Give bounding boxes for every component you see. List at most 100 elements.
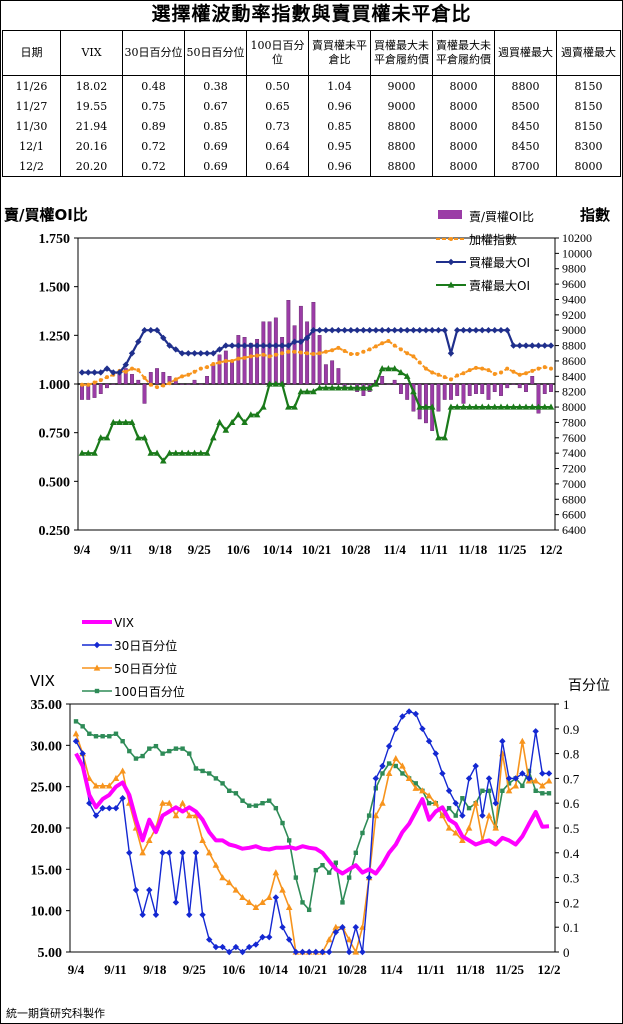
p50-point: [259, 898, 266, 905]
p50-point: [245, 898, 253, 905]
oi-ratio-bar: [255, 339, 260, 385]
oi-ratio-bar: [398, 383, 403, 394]
p30-point: [272, 894, 280, 901]
p50-point: [332, 923, 340, 930]
put-max-point: [391, 365, 398, 372]
p100-point: [506, 781, 512, 786]
y-tick-label-right: 8200: [562, 385, 586, 399]
table-header-cell: 100日百分位: [246, 30, 309, 76]
put-max-point: [397, 368, 405, 376]
index-point: [405, 351, 410, 356]
index-point: [373, 344, 378, 349]
x-tick-label: 10/28: [341, 542, 371, 557]
y-tick-label-right: 0.7: [563, 771, 580, 786]
put-max-point: [134, 434, 142, 441]
call-max-point: [128, 350, 136, 357]
index-point: [517, 372, 522, 377]
put-max-point: [260, 403, 267, 410]
oi-ratio-bar: [311, 302, 316, 385]
put-max-point: [197, 449, 205, 456]
p100-point: [260, 801, 265, 806]
call-max-point: [360, 327, 367, 334]
put-max-point: [210, 434, 217, 441]
call-max-point: [391, 327, 398, 334]
oi-ratio-bar: [111, 383, 116, 385]
index-point: [292, 349, 297, 354]
oi-ratio-bar: [223, 350, 228, 385]
y-tick-label-right: 10000: [562, 246, 592, 260]
oi-ratio-bar: [230, 360, 235, 385]
oi-ratio-bar: [205, 376, 209, 385]
legend-item: VIX: [82, 616, 134, 630]
oi-ratio-bar: [267, 321, 272, 385]
p50-point: [179, 799, 186, 806]
call-max-point: [85, 369, 92, 376]
oi-ratio-bar: [180, 383, 184, 385]
p100-point: [160, 751, 165, 756]
table-cell: 0.69: [184, 156, 247, 177]
p50-point: [205, 849, 213, 856]
p30-point: [365, 874, 373, 881]
oi-ratio-bar: [142, 383, 147, 404]
y-tick-label-right: 0.2: [563, 895, 579, 910]
put-max-point: [78, 449, 86, 456]
p30-point: [385, 742, 393, 750]
x-tick-label: 9/4: [74, 542, 91, 557]
table-header-cell: 週買權最大: [494, 30, 557, 76]
put-max-point: [147, 449, 155, 456]
legend-item: 賣/買權OI比: [438, 209, 534, 224]
index-point: [192, 369, 197, 374]
p100-point: [353, 850, 359, 855]
table-cell: 20.20: [60, 156, 123, 177]
y-axis-title-right: 指數: [580, 206, 610, 224]
oi-ratio-bar: [392, 379, 397, 385]
call-max-series: [78, 327, 555, 376]
p30-point: [106, 804, 113, 812]
y-tick-label-right: 8600: [562, 354, 586, 368]
table-cell: 0.85: [184, 116, 247, 136]
put-max-point: [128, 418, 136, 426]
legend-marker: [447, 258, 455, 266]
table-cell: 21.94: [60, 116, 123, 136]
oi-ratio-bar: [461, 383, 466, 404]
table-row: 12/2 20.20 0.72 0.69 0.64 0.96 8800 8000 8700 800…: [2, 156, 621, 177]
p50-point: [225, 879, 233, 886]
p50-point: [72, 730, 80, 737]
put-max-point: [435, 434, 442, 441]
y-tick-label-right: 7600: [562, 431, 586, 445]
oi-ratio-bar: [405, 383, 410, 400]
p30-point: [392, 725, 399, 732]
p50-point: [185, 812, 193, 819]
index-point: [317, 351, 322, 356]
call-max-point: [160, 334, 167, 342]
index-point: [511, 369, 516, 374]
table-cell: 8000: [432, 75, 495, 96]
call-max-point: [122, 361, 129, 368]
call-max-point: [516, 342, 523, 349]
y-tick-label-left: 15.00: [31, 863, 63, 878]
table-cell: 8150: [556, 116, 621, 136]
call-max-point: [310, 327, 317, 334]
oi-ratio-bar: [92, 383, 97, 398]
p100-point: [313, 867, 319, 873]
call-max-point: [472, 327, 480, 334]
p30-point: [199, 911, 206, 918]
put-max-point: [116, 418, 123, 426]
p100-point: [227, 788, 232, 793]
put-max-point: [122, 418, 130, 426]
y-tick-label-right: 9400: [562, 292, 586, 306]
p100-point: [526, 768, 532, 774]
oi-ratio-bar: [492, 383, 497, 392]
index-point: [173, 377, 178, 382]
call-max-point: [403, 327, 411, 334]
table-row: 11/26 18.02 0.48 0.38 0.50 1.04 9000 8000 8800 81…: [2, 75, 621, 96]
put-max-point: [303, 388, 311, 395]
p100-point: [87, 731, 92, 736]
p100-point: [540, 791, 545, 796]
call-max-point: [303, 334, 311, 342]
oi-ratio-bars: [80, 300, 553, 431]
p100-point: [167, 748, 172, 754]
call-max-point: [447, 350, 455, 357]
p50-point: [112, 774, 120, 781]
legend-item: 100日百分位: [82, 684, 185, 699]
